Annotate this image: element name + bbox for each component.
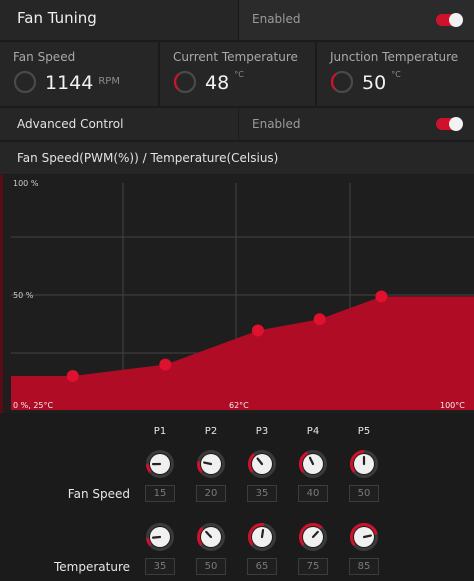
page-title: Fan Tuning <box>17 9 97 27</box>
fan-speed-p2-value[interactable]: 20 <box>196 485 226 502</box>
fan-speed-p3-value[interactable]: 35 <box>247 485 277 502</box>
stat-value-wrap: 48 °C <box>205 70 244 94</box>
fan-curve-chart[interactable]: 100 % 50 % 0 %, 25°C 62°C 100°C <box>0 175 474 413</box>
advanced-control-status: Enabled <box>252 117 301 131</box>
stat-value-wrap: 1144 RPM <box>45 72 120 94</box>
fan-curve-svg[interactable]: 100 % 50 % 0 %, 25°C 62°C 100°C <box>0 175 474 413</box>
fan-speed-knob-p1[interactable] <box>145 449 175 479</box>
chart-header: Fan Speed(PWM(%)) / Temperature(Celsius) <box>0 142 474 174</box>
current-temperature-stat: Current Temperature 48 °C <box>160 42 315 106</box>
advanced-control-row: Advanced Control <box>0 108 238 140</box>
temperature-knob-p4[interactable] <box>298 522 328 552</box>
fan-tuning-toggle[interactable] <box>436 13 463 27</box>
advanced-control-status-cell: Enabled <box>239 108 474 140</box>
stat-label: Current Temperature <box>173 50 298 64</box>
current-temperature-unit: °C <box>234 70 244 79</box>
fan-speed-knob-p5[interactable] <box>349 449 379 479</box>
temperature-row-label: Temperature <box>53 560 130 574</box>
origin-tick: 0 %, 25°C <box>13 401 54 410</box>
temperature-p4-value[interactable]: 75 <box>298 558 328 575</box>
temperature-p2-value[interactable]: 50 <box>196 558 226 575</box>
fan-speed-stat: Fan Speed 1144 RPM <box>0 42 158 106</box>
fan-speed-knob-p4[interactable] <box>298 449 328 479</box>
fan-speed-knob-p2[interactable] <box>196 449 226 479</box>
junction-temperature-unit: °C <box>391 70 401 79</box>
curve-point-p2[interactable] <box>159 358 172 371</box>
curve-point-p3[interactable] <box>251 324 264 337</box>
point-label-p1: P1 <box>153 426 167 437</box>
temperature-knob-p3[interactable] <box>247 522 277 552</box>
point-label-p4: P4 <box>306 426 320 437</box>
fan-speed-knob-p3[interactable] <box>247 449 277 479</box>
current-temperature-value: 48 <box>205 72 230 94</box>
junction-temperature-gauge-icon <box>330 70 354 94</box>
curve-point-p1[interactable] <box>66 369 79 382</box>
junction-temperature-stat: Junction Temperature 50 °C <box>317 42 474 106</box>
temperature-knob-p5[interactable] <box>349 522 379 552</box>
fan-speed-p5-value[interactable]: 50 <box>349 485 379 502</box>
temperature-knob-p1[interactable] <box>145 522 175 552</box>
title-cell: Fan Tuning <box>0 0 239 40</box>
fan-speed-unit: RPM <box>98 76 120 87</box>
title-bar: Fan Tuning Enabled <box>0 0 474 40</box>
stat-label: Fan Speed <box>13 50 76 64</box>
y-tick-50: 50 % <box>13 291 34 300</box>
fan-speed-p1-value[interactable]: 15 <box>145 485 175 502</box>
y-tick-100: 100 % <box>13 179 39 188</box>
point-label-p2: P2 <box>204 426 218 437</box>
temperature-p1-value[interactable]: 35 <box>145 558 175 575</box>
x-tick-62: 62°C <box>229 401 249 410</box>
temperature-knob-p2[interactable] <box>196 522 226 552</box>
curve-point-p4[interactable] <box>313 313 326 326</box>
advanced-control-label: Advanced Control <box>17 117 124 131</box>
fan-curve-area <box>11 296 474 410</box>
temperature-p5-value[interactable]: 85 <box>349 558 379 575</box>
current-temperature-gauge-icon <box>173 70 197 94</box>
fan-speed-value: 1144 <box>45 72 94 94</box>
junction-temperature-value: 50 <box>362 72 387 94</box>
fan-tuning-status: Enabled <box>252 12 301 26</box>
stat-value-wrap: 50 °C <box>362 70 401 94</box>
point-label-p3: P3 <box>255 426 269 437</box>
advanced-control-toggle[interactable] <box>436 117 463 131</box>
x-tick-100: 100°C <box>440 401 465 410</box>
chart-title: Fan Speed(PWM(%)) / Temperature(Celsius) <box>17 151 279 165</box>
point-label-p5: P5 <box>357 426 371 437</box>
left-accent-edge <box>0 175 3 581</box>
point-controls: P1 P2 P3 P4 P5 Fan Speed Temperature 15 … <box>0 413 474 581</box>
fan-speed-row-label: Fan Speed <box>67 487 130 501</box>
curve-point-p5[interactable] <box>375 290 388 303</box>
fan-speed-p4-value[interactable]: 40 <box>298 485 328 502</box>
fan-speed-gauge-icon <box>13 70 37 94</box>
stat-label: Junction Temperature <box>330 50 459 64</box>
temperature-p3-value[interactable]: 65 <box>247 558 277 575</box>
